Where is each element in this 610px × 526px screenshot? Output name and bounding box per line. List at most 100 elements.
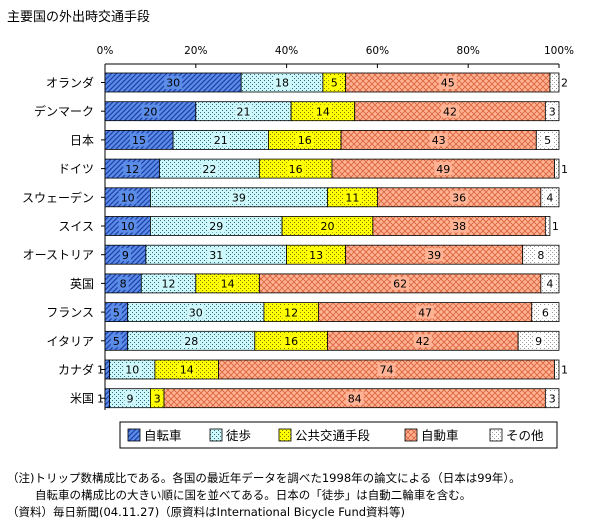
data-label-bg [118, 219, 137, 233]
category-label: 米国 [70, 392, 94, 406]
data-label-bg [377, 363, 396, 376]
data-label-bg [229, 190, 248, 204]
category-label: フランス [46, 306, 94, 320]
data-label-bg [124, 391, 136, 405]
data-label: 21 [236, 105, 250, 118]
note-line-2: 自転車の構成比の大きい順に国を並べてある。日本の「徒歩」は自動二輪車を含む。 [35, 488, 472, 502]
data-label-bg [542, 133, 554, 147]
data-label: 12 [162, 278, 176, 291]
data-label-bg [273, 76, 292, 89]
data-label: 31 [209, 249, 223, 262]
legend-swatch [404, 428, 418, 442]
data-label: 12 [125, 163, 139, 176]
data-label-bg [141, 104, 160, 118]
legend-label: その他 [506, 428, 544, 443]
legend-swatch [278, 428, 292, 442]
data-label-bg [328, 76, 340, 89]
bar-segment [549, 72, 560, 93]
bar-segment [544, 216, 551, 236]
x-tick-label: 100% [544, 45, 574, 57]
data-label: 4 [546, 278, 553, 291]
data-label-bg [416, 305, 435, 319]
bar-segment [104, 388, 110, 409]
data-label-bg [544, 190, 556, 204]
data-label-bg [450, 190, 469, 204]
data-label: 3 [549, 105, 556, 118]
data-label: 8 [537, 249, 544, 262]
category-label: 英国 [70, 277, 94, 291]
data-label: 16 [289, 163, 303, 176]
data-label-bg [413, 334, 432, 348]
data-label: 10 [125, 364, 139, 377]
data-label-bg [218, 276, 237, 290]
data-label-bg [123, 363, 142, 376]
data-label: 84 [348, 392, 362, 405]
data-label: 62 [393, 278, 407, 291]
category-label: 日本 [70, 133, 94, 147]
legend-label: 自転車 [144, 428, 182, 443]
data-label-bg [343, 190, 362, 204]
bar-segment [104, 359, 110, 380]
data-label-bg [429, 133, 448, 147]
data-label-bg [546, 391, 558, 405]
data-label-bg [544, 276, 556, 290]
bar-segment [554, 359, 560, 380]
data-label-bg [286, 162, 305, 176]
data-label: 29 [209, 220, 223, 233]
category-label: イタリア [46, 334, 94, 348]
category-label: スウェーデン [22, 190, 94, 205]
data-label: 5 [113, 306, 120, 319]
data-label: 20 [143, 105, 157, 118]
data-label-bg [123, 162, 142, 176]
data-label: 38 [452, 220, 466, 233]
data-label-bg [546, 104, 558, 118]
x-tick-label: 40% [275, 45, 298, 57]
data-label: 16 [284, 335, 298, 348]
data-label-bg [533, 334, 545, 348]
data-label: 20 [320, 220, 334, 233]
data-label-bg [117, 276, 129, 290]
data-label-bg [234, 104, 253, 118]
data-label-bg [159, 276, 178, 290]
data-label: 1 [97, 364, 104, 377]
category-label: オランダ [46, 75, 94, 90]
data-label-bg [207, 248, 226, 262]
data-label-bg [200, 162, 219, 176]
data-label-bg [535, 248, 547, 262]
data-label-bg [434, 162, 453, 176]
data-label-bg [186, 305, 205, 319]
data-label: 15 [132, 134, 146, 147]
bar-segment [554, 158, 560, 179]
data-label: 49 [436, 163, 450, 176]
data-label: 28 [184, 335, 198, 348]
data-label-bg [313, 104, 332, 118]
data-label: 22 [202, 163, 216, 176]
category-label: ドイツ [58, 162, 94, 176]
data-label: 9 [126, 392, 133, 405]
data-label: 30 [189, 306, 203, 319]
data-label: 3 [154, 392, 161, 405]
data-label-bg [539, 305, 551, 319]
data-label-bg [211, 133, 230, 147]
data-label-bg [307, 248, 326, 262]
data-label-bg [177, 363, 196, 376]
data-label: 10 [121, 220, 135, 233]
data-label-bg [391, 276, 410, 290]
data-label: 1 [561, 163, 568, 176]
legend-swatch [127, 428, 141, 442]
data-label: 42 [416, 335, 430, 348]
data-label-bg [110, 305, 122, 319]
data-label: 2 [561, 77, 568, 90]
data-label: 14 [180, 364, 194, 377]
category-label: デンマーク [34, 104, 94, 119]
data-label: 4 [546, 192, 553, 205]
category-label: スイス [58, 220, 94, 234]
data-label: 42 [443, 105, 457, 118]
x-tick-label: 80% [457, 45, 480, 57]
data-label-bg [151, 391, 163, 405]
data-label: 30 [166, 77, 180, 90]
data-label: 1 [561, 364, 568, 377]
legend-label: 公共交通手段 [295, 428, 370, 443]
note-line-3: （資料）毎日新聞(04.11.27)（原資料はInternational Bic… [7, 505, 406, 519]
